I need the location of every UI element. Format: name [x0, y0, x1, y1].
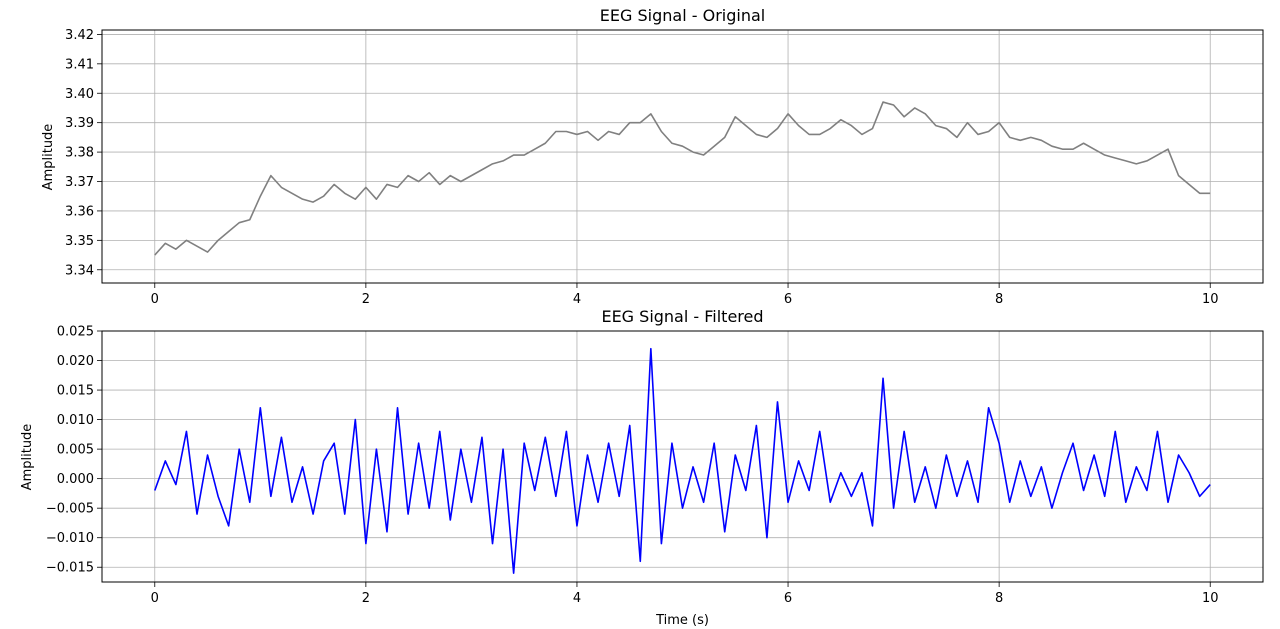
original-y-tick-label: 3.37	[65, 175, 94, 190]
filtered-chart-title: EEG Signal - Filtered	[601, 307, 763, 326]
original-y-tick-label: 3.35	[65, 234, 94, 249]
filtered-x-axis-label: Time (s)	[655, 613, 709, 628]
filtered-signal-line	[154, 347, 1211, 574]
original-y-tick-label: 3.34	[65, 263, 94, 278]
original-x-tick-label: 8	[995, 292, 1003, 307]
original-signal-line	[154, 101, 1211, 256]
filtered-y-tick-label: 0.025	[57, 325, 94, 340]
original-y-tick-label: 3.38	[65, 146, 94, 161]
original-y-tick-label: 3.42	[65, 28, 94, 43]
filtered-x-tick-label: 8	[995, 591, 1003, 606]
filtered-x-tick-label: 2	[362, 591, 370, 606]
filtered-y-axis-label: Amplitude	[20, 424, 35, 491]
original-chart-title: EEG Signal - Original	[600, 6, 765, 25]
filtered-y-tick-label: 0.015	[57, 384, 94, 399]
original-y-tick-label: 3.36	[65, 204, 94, 219]
filtered-axes-frame	[101, 330, 1264, 583]
filtered-y-tick-label: 0.010	[57, 413, 94, 428]
filtered-x-tick-label: 6	[784, 591, 792, 606]
filtered-y-tick-label: −0.015	[46, 561, 94, 576]
original-axes-frame	[101, 29, 1264, 284]
original-x-tick-label: 0	[151, 292, 159, 307]
original-y-axis-label: Amplitude	[41, 124, 56, 191]
filtered-y-tick-label: −0.005	[46, 502, 94, 517]
filtered-signal-panel: EEG Signal - Filtered Amplitude Time (s)…	[20, 307, 1264, 628]
filtered-y-tick-label: 0.005	[57, 443, 94, 458]
original-ticks: 0 2 4 6 8 10 3.34 3.35 3.36 3.37 3.38 3.39 3.40 3.41 3…	[65, 28, 1218, 307]
filtered-y-tick-label: 0.020	[57, 354, 94, 369]
filtered-x-tick-label: 0	[151, 591, 159, 606]
filtered-ticks: 0 2 4 6 8 10 −0.015 −0.010 −0.005 0.000 0.005 0.010…	[46, 325, 1219, 607]
original-grid	[102, 30, 1263, 283]
filtered-x-tick-label: 4	[573, 591, 581, 606]
original-signal-panel: EEG Signal - Original Amplitude 0 2 4 6 8 10 3…	[41, 6, 1264, 307]
original-x-tick-label: 4	[573, 292, 581, 307]
original-y-tick-label: 3.39	[65, 116, 94, 131]
original-x-tick-label: 2	[362, 292, 370, 307]
filtered-y-tick-label: −0.010	[46, 531, 94, 546]
original-x-tick-label: 6	[784, 292, 792, 307]
filtered-y-tick-label: 0.000	[57, 472, 94, 487]
original-x-tick-label: 10	[1202, 292, 1219, 307]
filtered-x-tick-label: 10	[1202, 591, 1219, 606]
original-y-tick-label: 3.40	[65, 87, 94, 102]
original-y-tick-label: 3.41	[65, 57, 94, 72]
